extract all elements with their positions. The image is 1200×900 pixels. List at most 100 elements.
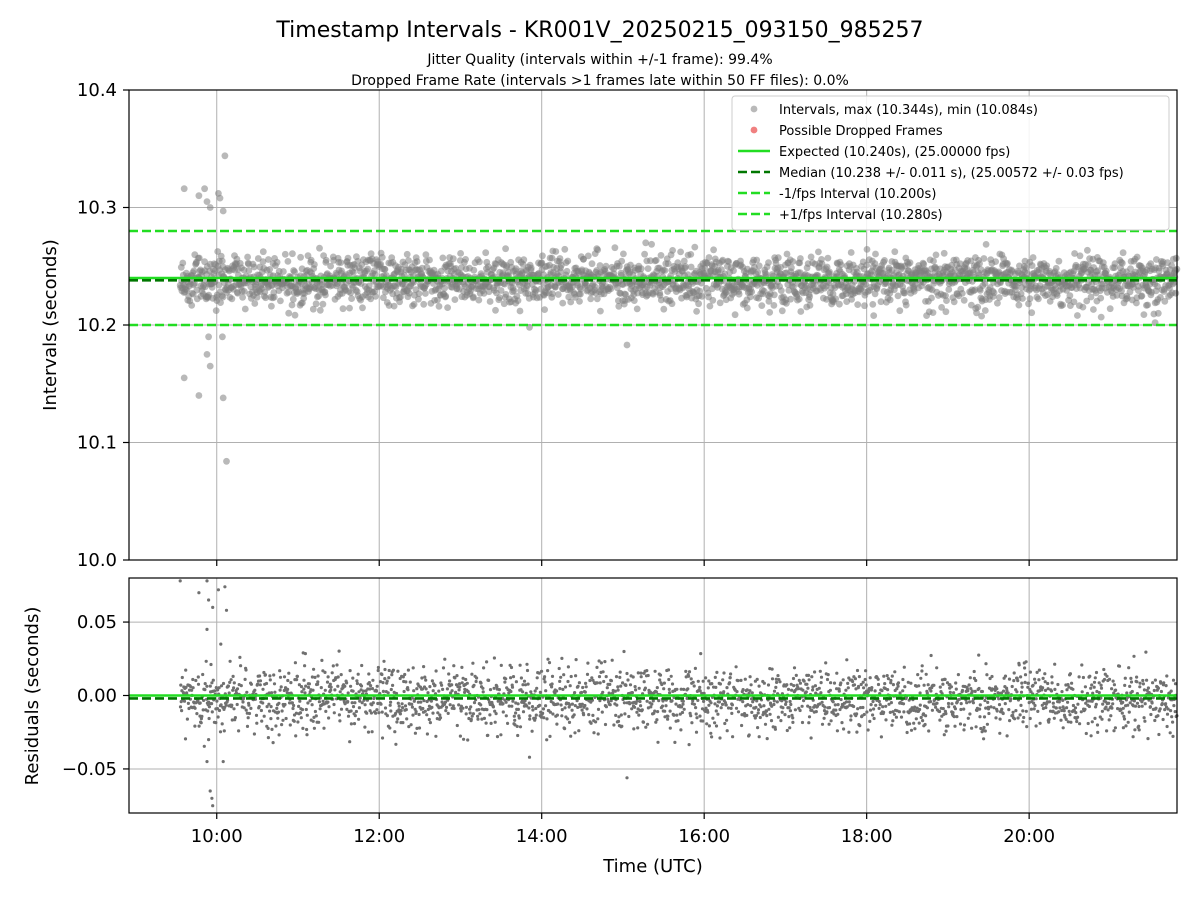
data-point — [679, 728, 683, 732]
data-point — [1067, 709, 1071, 714]
data-point — [775, 700, 779, 704]
data-point — [485, 660, 489, 664]
data-point — [1084, 246, 1091, 254]
data-point — [923, 722, 927, 727]
data-point — [934, 705, 938, 709]
data-point — [405, 717, 409, 721]
data-point — [559, 675, 563, 679]
data-point — [1037, 678, 1041, 682]
data-point — [419, 700, 423, 704]
data-point — [357, 690, 361, 694]
data-point — [350, 701, 354, 705]
data-point — [357, 717, 361, 721]
data-point — [882, 280, 890, 287]
data-point — [736, 679, 740, 683]
y-tick-label: 10.1 — [77, 433, 117, 454]
data-point — [983, 698, 987, 703]
data-point — [1034, 697, 1038, 701]
data-point — [370, 730, 374, 734]
data-point — [795, 295, 803, 303]
data-point — [381, 689, 385, 694]
data-point — [766, 683, 771, 687]
data-point — [681, 702, 685, 706]
data-point — [602, 679, 606, 684]
legend-label: Possible Dropped Frames — [779, 124, 943, 139]
data-point — [770, 667, 774, 671]
data-point — [501, 702, 505, 706]
data-point — [962, 707, 966, 711]
data-point — [259, 258, 267, 266]
data-point — [973, 309, 980, 317]
data-point — [476, 258, 483, 266]
data-point — [305, 733, 309, 737]
data-point — [889, 701, 894, 705]
data-point — [552, 248, 560, 255]
data-point — [839, 681, 843, 685]
data-point — [932, 251, 940, 259]
data-point — [622, 701, 627, 705]
data-point — [863, 246, 871, 253]
data-point — [488, 688, 493, 692]
data-point — [734, 706, 739, 710]
data-point — [338, 690, 342, 694]
data-point — [687, 670, 692, 674]
data-point — [278, 688, 282, 692]
data-point — [268, 302, 275, 310]
data-point — [222, 729, 226, 733]
data-point — [449, 255, 457, 263]
data-point — [598, 681, 602, 685]
data-point — [790, 688, 794, 692]
data-point — [471, 661, 475, 665]
data-point — [558, 687, 562, 691]
data-point — [239, 684, 243, 688]
outlier-point — [223, 585, 227, 589]
data-point — [369, 711, 373, 715]
data-point — [613, 284, 621, 292]
data-point — [249, 706, 253, 711]
data-point — [896, 307, 904, 315]
data-point — [317, 720, 321, 724]
data-point — [178, 705, 183, 709]
data-point — [1058, 706, 1062, 710]
data-point — [956, 673, 961, 677]
outlier-point — [203, 198, 211, 206]
intervals-x-ticks — [216, 560, 1030, 566]
data-point — [525, 704, 529, 708]
data-point — [1143, 719, 1147, 723]
data-point — [365, 711, 369, 715]
data-point — [209, 662, 213, 667]
data-point — [689, 714, 693, 718]
data-point — [691, 699, 695, 703]
data-point — [371, 270, 379, 278]
data-point — [1105, 674, 1109, 678]
data-point — [968, 676, 972, 680]
data-point — [191, 686, 195, 690]
data-point — [987, 711, 991, 716]
data-point — [318, 707, 322, 711]
data-point — [410, 705, 414, 709]
data-point — [778, 680, 782, 684]
data-point — [1099, 683, 1103, 687]
data-point — [836, 300, 843, 308]
data-point — [351, 689, 355, 693]
data-point — [670, 699, 674, 703]
data-point — [507, 704, 511, 708]
data-point — [1148, 705, 1152, 709]
data-point — [608, 682, 612, 687]
data-point — [408, 680, 412, 684]
residuals-y-axis-label: Residuals (seconds) — [22, 607, 43, 786]
data-point — [441, 284, 448, 292]
data-point — [326, 700, 330, 704]
data-point — [316, 682, 320, 686]
data-point — [561, 687, 565, 692]
data-point — [728, 676, 732, 680]
data-point — [920, 664, 924, 668]
data-point — [1144, 301, 1151, 309]
data-point — [846, 681, 850, 686]
data-point — [1029, 690, 1033, 694]
outlier-point — [211, 605, 215, 610]
data-point — [905, 730, 909, 735]
data-point — [492, 306, 499, 314]
data-point — [983, 729, 987, 733]
data-point — [458, 734, 462, 738]
